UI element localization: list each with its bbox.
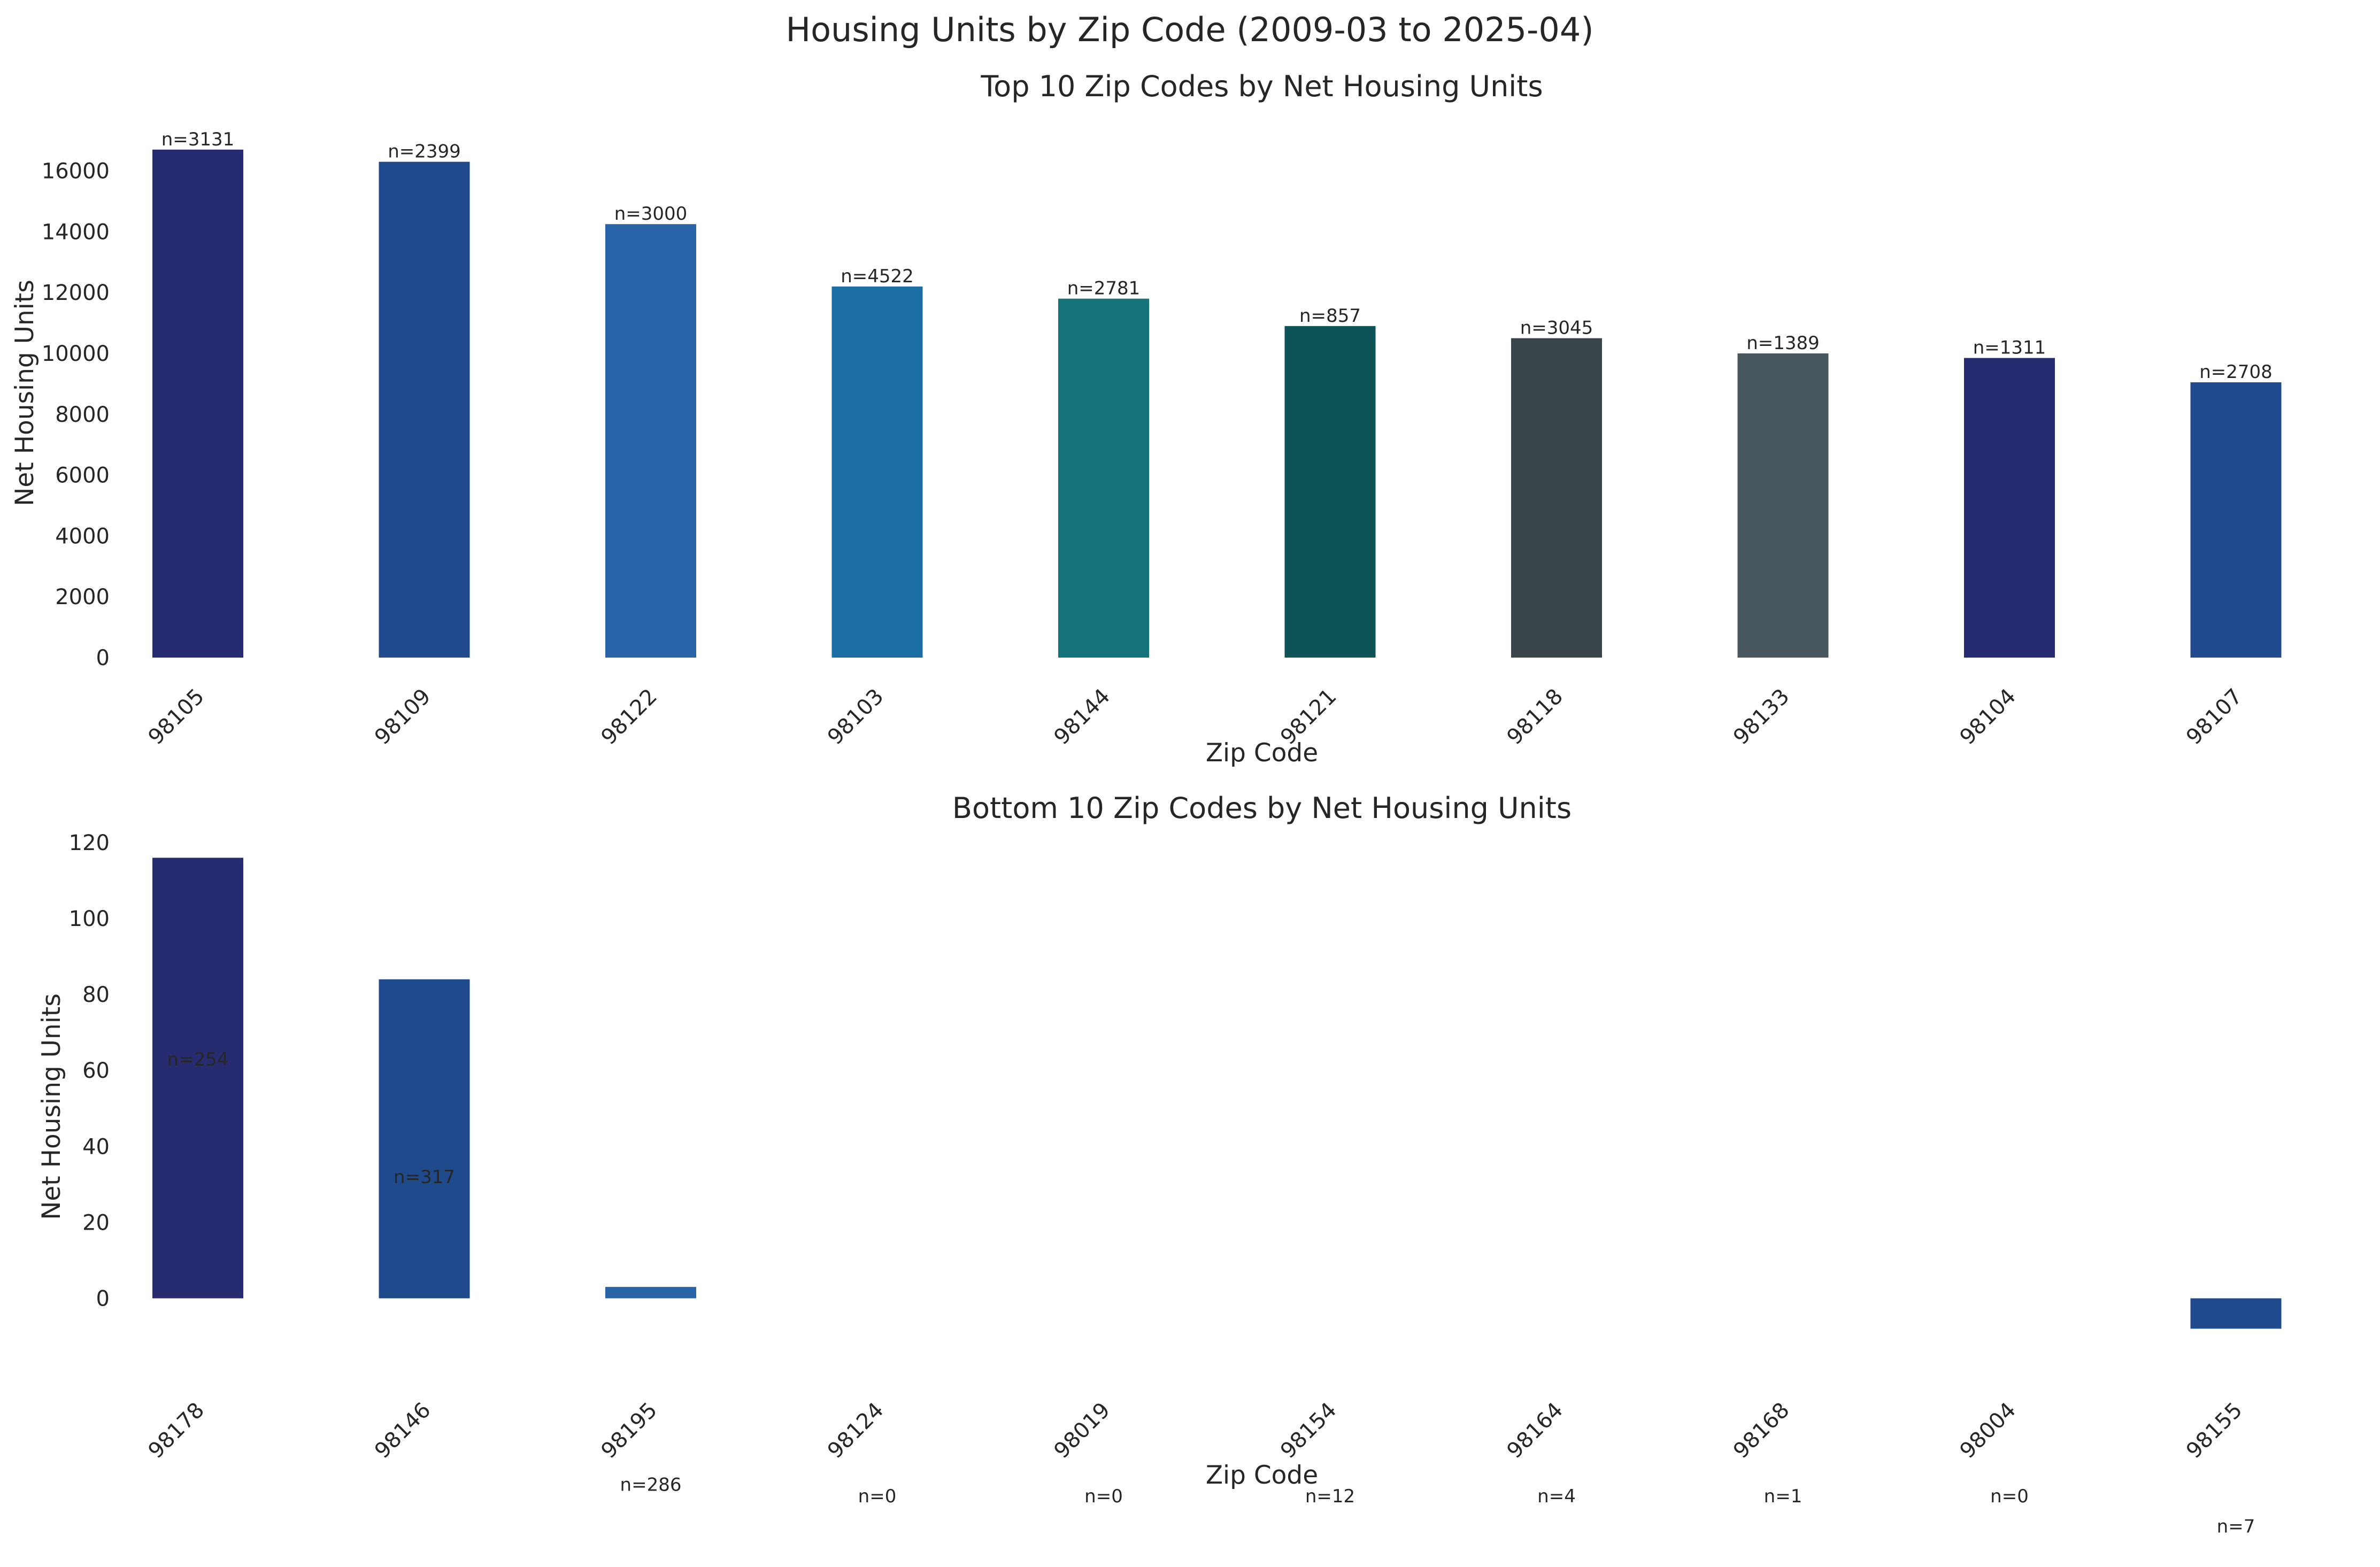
y-tick-label: 2000 xyxy=(55,585,110,609)
x-tick-label: 98004 xyxy=(1955,1398,2021,1464)
bar xyxy=(1737,353,1829,658)
y-tick-label: 12000 xyxy=(42,281,110,305)
bar-count-label: n=3131 xyxy=(161,129,235,150)
y-tick-label: 14000 xyxy=(42,220,110,244)
y-tick-label: 80 xyxy=(82,983,110,1007)
bar-count-label: n=857 xyxy=(1299,305,1361,327)
top-annotations: n=3131 n=2399 n=3000 n=4522 n=2781 n=857 n=304… xyxy=(161,129,2273,383)
bottom-x-ticks: 98178 98146 98195 98124 98019 98154 98164 98168… xyxy=(144,1398,2247,1464)
x-tick-label: 98144 xyxy=(1050,684,1115,750)
x-tick-label: 98118 xyxy=(1503,684,1568,750)
top-y-ticks: 0 2000 4000 6000 8000 10000 12000 14000 16000 xyxy=(42,159,110,670)
bottom-y-axis-label: Net Housing Units xyxy=(37,993,66,1220)
top-panel: Top 10 Zip Codes by Net Housing Units Ne… xyxy=(10,70,2282,768)
x-tick-label: 98154 xyxy=(1276,1398,1342,1464)
bar xyxy=(1511,338,1602,658)
bar xyxy=(605,1287,696,1299)
x-tick-label: 98164 xyxy=(1503,1398,1568,1464)
y-tick-label: 20 xyxy=(82,1210,110,1235)
x-tick-label: 98104 xyxy=(1955,684,2021,750)
top-bars xyxy=(152,149,2282,658)
bar xyxy=(2190,1298,2282,1329)
x-tick-label: 98155 xyxy=(2182,1398,2247,1464)
y-tick-label: 0 xyxy=(96,646,110,670)
bar-count-label: n=3045 xyxy=(1520,318,1593,339)
y-tick-label: 120 xyxy=(69,831,110,855)
bottom-bars xyxy=(152,858,2282,1329)
top-x-axis-label: Zip Code xyxy=(1206,738,1318,768)
bar-count-label: n=2708 xyxy=(2199,361,2273,383)
bar xyxy=(1964,358,2055,658)
top-chart-title: Top 10 Zip Codes by Net Housing Units xyxy=(980,70,1543,103)
y-tick-label: 60 xyxy=(82,1059,110,1083)
bar-count-label: n=1389 xyxy=(1746,333,1820,354)
top-y-axis-label: Net Housing Units xyxy=(10,280,40,506)
y-tick-label: 6000 xyxy=(55,464,110,488)
x-tick-label: 98146 xyxy=(370,1398,436,1464)
bar xyxy=(152,858,243,1299)
bar xyxy=(1284,326,1376,658)
bar-count-label: n=1311 xyxy=(1973,337,2046,359)
bar-count-label: n=0 xyxy=(1990,1486,2029,1507)
bottom-chart-title: Bottom 10 Zip Codes by Net Housing Units xyxy=(952,791,1572,825)
bar-count-label: n=254 xyxy=(167,1049,229,1070)
bar-count-label: n=286 xyxy=(620,1475,682,1496)
bar-count-label: n=317 xyxy=(394,1167,455,1188)
x-tick-label: 98105 xyxy=(144,684,210,750)
y-tick-label: 100 xyxy=(69,907,110,931)
y-tick-label: 0 xyxy=(96,1286,110,1311)
bar-count-label: n=4 xyxy=(1537,1486,1576,1507)
y-tick-label: 4000 xyxy=(55,524,110,549)
bar xyxy=(2190,382,2282,658)
bar-count-label: n=7 xyxy=(2217,1516,2255,1538)
x-tick-label: 98178 xyxy=(144,1398,210,1464)
top-x-ticks: 98105 98109 98122 98103 98144 98121 98118 98133… xyxy=(144,684,2247,750)
bar xyxy=(379,161,470,658)
bar-count-label: n=2399 xyxy=(388,141,461,163)
bar xyxy=(379,979,470,1299)
y-tick-label: 8000 xyxy=(55,403,110,427)
y-tick-label: 16000 xyxy=(42,159,110,184)
x-tick-label: 98107 xyxy=(2182,684,2247,750)
bottom-y-ticks: 0 20 40 60 80 100 120 xyxy=(69,831,110,1311)
bar xyxy=(605,224,696,658)
bar-count-label: n=3000 xyxy=(614,203,688,225)
x-tick-label: 98109 xyxy=(370,684,436,750)
bar-count-label: n=0 xyxy=(1084,1486,1123,1507)
bar-count-label: n=0 xyxy=(858,1486,897,1507)
x-tick-label: 98122 xyxy=(597,684,663,750)
x-tick-label: 98019 xyxy=(1050,1398,1115,1464)
bar-count-label: n=2781 xyxy=(1067,278,1141,299)
bottom-annotations: n=254 n=317 n=286 n=0 n=0 n=12 n=4 n=1 n=0 n=7 xyxy=(167,1049,2255,1538)
bar-count-label: n=12 xyxy=(1305,1486,1355,1507)
y-tick-label: 10000 xyxy=(42,342,110,366)
bar xyxy=(1058,298,1149,658)
x-tick-label: 98103 xyxy=(823,684,889,750)
bar xyxy=(831,286,923,658)
y-tick-label: 40 xyxy=(82,1134,110,1159)
bottom-panel: Bottom 10 Zip Codes by Net Housing Units… xyxy=(37,791,2282,1538)
x-tick-label: 98133 xyxy=(1729,684,1794,750)
figure-title: Housing Units by Zip Code (2009-03 to 20… xyxy=(785,10,1593,49)
bottom-x-axis-label: Zip Code xyxy=(1206,1461,1318,1490)
bar-count-label: n=1 xyxy=(1764,1486,1803,1507)
bar xyxy=(152,149,243,658)
x-tick-label: 98124 xyxy=(823,1398,889,1464)
x-tick-label: 98168 xyxy=(1729,1398,1794,1464)
bar-count-label: n=4522 xyxy=(841,266,914,287)
x-tick-label: 98195 xyxy=(597,1398,663,1464)
